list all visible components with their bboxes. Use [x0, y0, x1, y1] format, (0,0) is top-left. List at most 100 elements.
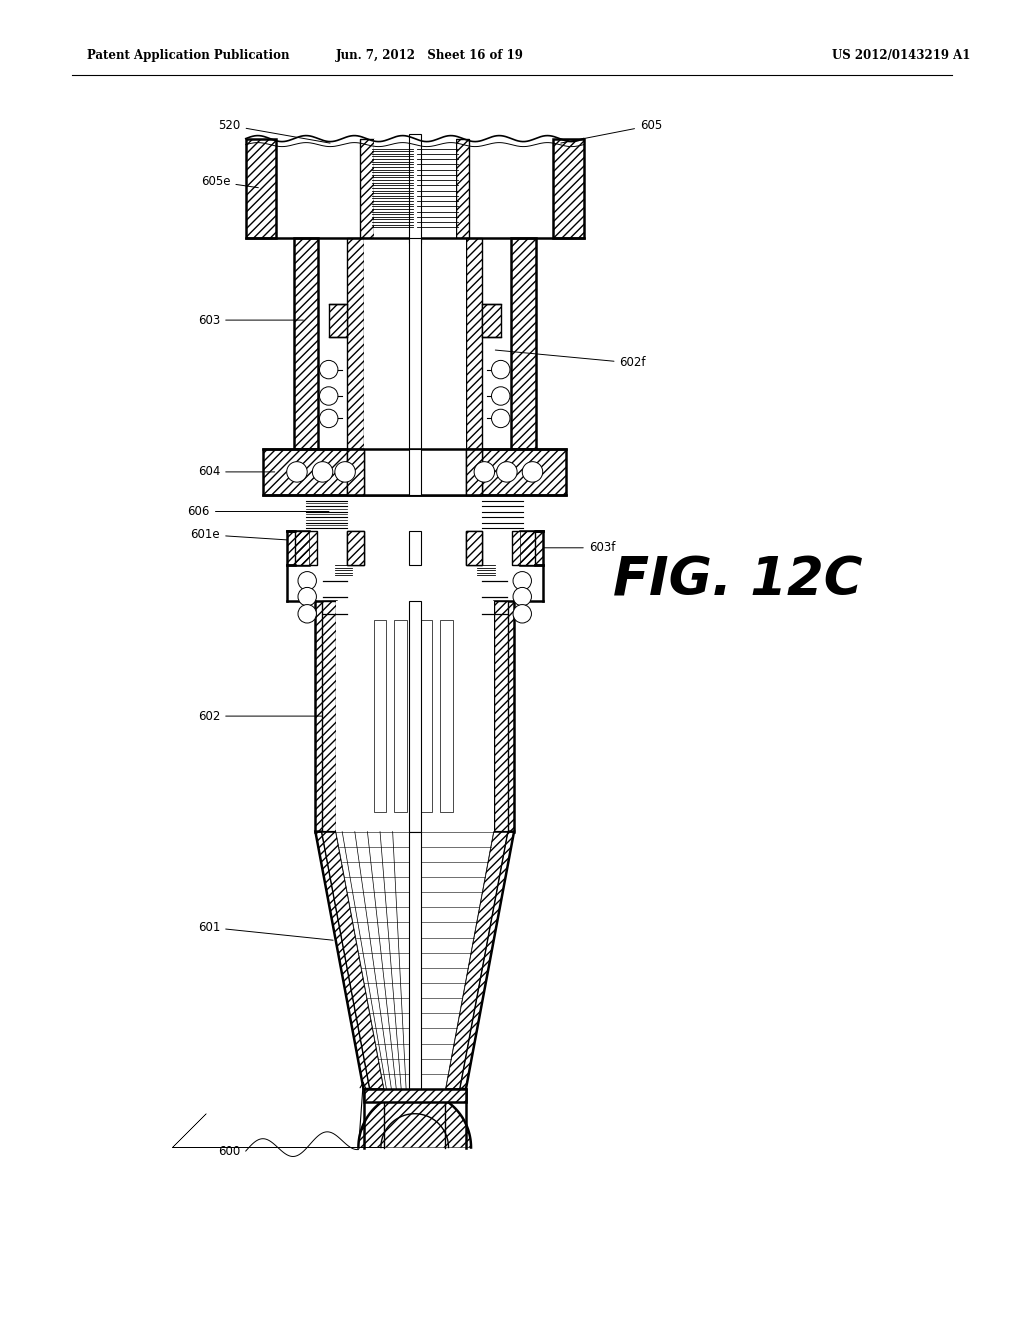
Bar: [364, 1089, 466, 1102]
Bar: [322, 601, 336, 832]
Polygon shape: [445, 832, 508, 1089]
Bar: [263, 449, 566, 495]
Bar: [511, 238, 536, 449]
Bar: [347, 238, 364, 449]
Text: Patent Application Publication: Patent Application Publication: [87, 49, 290, 62]
Bar: [364, 238, 466, 449]
Bar: [347, 531, 364, 565]
Bar: [322, 601, 336, 832]
Circle shape: [335, 462, 355, 482]
Bar: [374, 139, 456, 238]
Bar: [520, 531, 543, 565]
Bar: [494, 601, 514, 832]
Bar: [364, 1089, 466, 1102]
Circle shape: [298, 587, 316, 606]
Text: 601: 601: [198, 921, 333, 940]
Circle shape: [522, 462, 543, 482]
Bar: [263, 449, 566, 495]
Bar: [553, 139, 584, 238]
Text: 606: 606: [187, 506, 329, 517]
Bar: [329, 304, 347, 337]
Text: 605e: 605e: [201, 176, 258, 187]
Bar: [420, 620, 432, 812]
Polygon shape: [322, 832, 384, 1089]
Circle shape: [497, 462, 517, 482]
Bar: [246, 139, 276, 238]
Bar: [466, 238, 482, 449]
Circle shape: [319, 409, 338, 428]
Bar: [347, 449, 364, 495]
Circle shape: [312, 462, 333, 482]
Bar: [494, 601, 508, 832]
Bar: [295, 531, 317, 565]
Bar: [360, 139, 374, 238]
Bar: [347, 531, 364, 565]
Bar: [553, 139, 584, 238]
Bar: [512, 531, 535, 565]
Bar: [482, 304, 501, 337]
Polygon shape: [172, 1092, 471, 1147]
Bar: [466, 531, 482, 565]
Circle shape: [474, 462, 495, 482]
Circle shape: [492, 409, 510, 428]
Bar: [520, 531, 543, 565]
Bar: [409, 449, 421, 495]
Bar: [360, 139, 374, 238]
Circle shape: [319, 387, 338, 405]
Bar: [456, 139, 469, 238]
Text: 604: 604: [198, 466, 274, 478]
Bar: [466, 238, 482, 449]
Bar: [456, 139, 469, 238]
Text: 520: 520: [218, 119, 330, 143]
Circle shape: [287, 462, 307, 482]
Bar: [494, 601, 514, 832]
Text: 603: 603: [198, 314, 303, 326]
Circle shape: [319, 360, 338, 379]
Bar: [364, 449, 466, 495]
Circle shape: [298, 605, 316, 623]
Bar: [512, 531, 535, 565]
Bar: [294, 238, 318, 449]
Text: 602: 602: [198, 710, 323, 722]
Bar: [329, 304, 347, 337]
Bar: [315, 601, 336, 832]
Text: Jun. 7, 2012   Sheet 16 of 19: Jun. 7, 2012 Sheet 16 of 19: [336, 49, 524, 62]
Bar: [287, 531, 309, 565]
Bar: [364, 531, 466, 565]
Bar: [347, 449, 364, 495]
Bar: [347, 238, 364, 449]
Bar: [466, 531, 482, 565]
Circle shape: [513, 587, 531, 606]
Text: 601e: 601e: [190, 528, 304, 541]
Polygon shape: [445, 832, 514, 1089]
Bar: [347, 531, 364, 565]
Text: FIG. 12C: FIG. 12C: [612, 554, 862, 607]
Polygon shape: [315, 832, 384, 1089]
Text: 600: 600: [218, 1144, 241, 1158]
Circle shape: [298, 572, 316, 590]
Bar: [347, 449, 364, 495]
Bar: [409, 531, 421, 565]
Bar: [294, 238, 318, 449]
Text: 602f: 602f: [496, 350, 646, 370]
Bar: [466, 449, 482, 495]
Bar: [409, 133, 421, 243]
Circle shape: [492, 387, 510, 405]
Bar: [246, 139, 276, 238]
Circle shape: [492, 360, 510, 379]
Bar: [494, 601, 508, 832]
Bar: [287, 531, 309, 565]
Circle shape: [513, 572, 531, 590]
Bar: [466, 531, 482, 565]
Bar: [295, 531, 317, 565]
Bar: [409, 832, 421, 1089]
Bar: [482, 304, 501, 337]
Bar: [409, 601, 421, 832]
Bar: [315, 601, 336, 832]
Text: 603f: 603f: [525, 541, 615, 554]
Bar: [336, 601, 494, 832]
Bar: [511, 238, 536, 449]
Text: 605: 605: [561, 119, 663, 143]
Bar: [394, 620, 407, 812]
Bar: [466, 449, 482, 495]
